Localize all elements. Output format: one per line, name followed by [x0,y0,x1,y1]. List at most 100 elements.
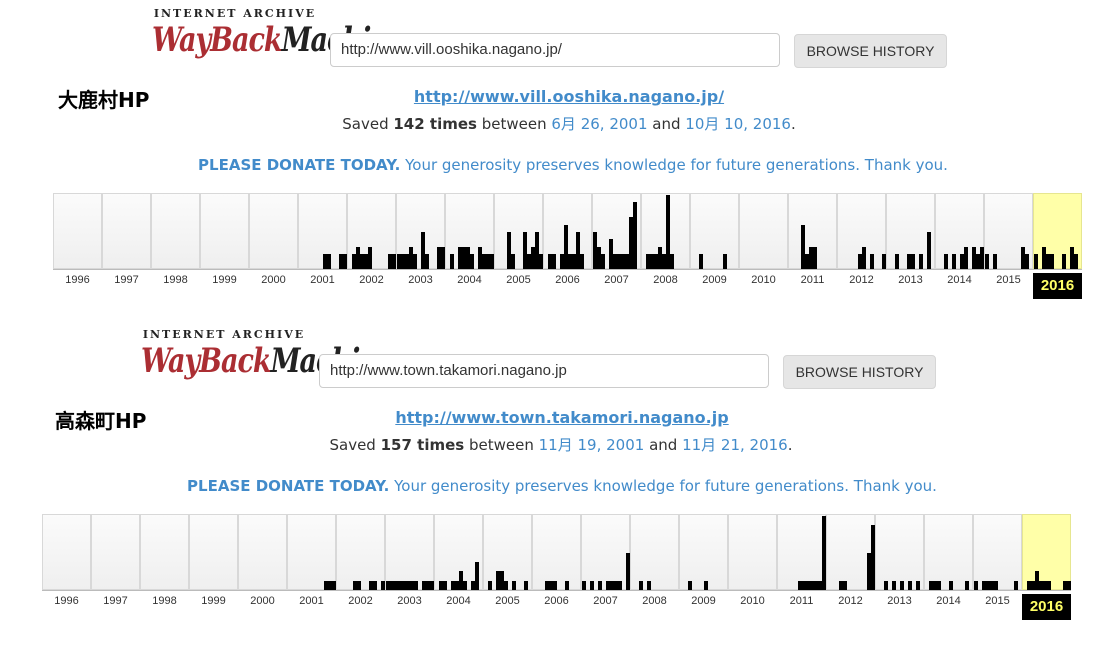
capture-bar-2003-2[interactable] [390,581,394,590]
year-label-2001[interactable]: 2001 [299,595,324,607]
capture-bar-2003-10[interactable] [422,581,426,590]
capture-bar-2015-6[interactable] [994,581,998,590]
capture-bar-2001-11[interactable] [328,581,332,590]
capture-bar-2015-3[interactable] [982,581,986,590]
capture-bar-2007-5[interactable] [609,239,613,269]
capture-bar-2014-7[interactable] [949,581,953,590]
capture-bar-2016-3[interactable] [1042,247,1046,269]
capture-bar-2003-12[interactable] [430,581,434,590]
capture-bar-2011-11[interactable] [818,581,822,590]
capture-bar-2014-11[interactable] [965,581,969,590]
year-cell-2015[interactable] [973,514,1022,590]
capture-bar-2004-11[interactable] [486,254,490,269]
capture-bar-2005-11[interactable] [524,581,528,590]
year-label-2007[interactable]: 2007 [593,595,618,607]
capture-bar-2003-1[interactable] [386,581,390,590]
capture-bar-2016-5[interactable] [1039,581,1043,590]
year-cell-1996[interactable] [42,514,91,590]
capture-bar-2009-9[interactable] [723,254,727,269]
year-label-2013[interactable]: 2013 [898,274,923,286]
capture-bar-2013-11[interactable] [916,581,920,590]
year-label-2006[interactable]: 2006 [544,595,569,607]
year-cell-1996[interactable] [53,193,102,269]
capture-bar-2011-8[interactable] [806,581,810,590]
capture-bar-2015-1[interactable] [985,254,989,269]
capture-bar-2011-7[interactable] [813,247,817,269]
year-label-2016[interactable]: 2016 [1022,594,1071,620]
capture-bar-2003-8[interactable] [414,581,418,590]
capture-bar-2015-11[interactable] [1025,254,1029,269]
donate-message[interactable]: PLEASE DONATE TODAY. Your generosity pre… [20,156,1106,174]
capture-bar-2011-5[interactable] [805,254,809,269]
year-label-2015[interactable]: 2015 [996,274,1021,286]
capture-bar-2006-10[interactable] [580,254,584,269]
capture-bar-2016-2[interactable] [1027,581,1031,590]
capture-bar-2003-2[interactable] [401,254,405,269]
capture-bar-2004-7[interactable] [470,254,474,269]
capture-bar-2005-10[interactable] [531,247,535,269]
capture-bar-2004-2[interactable] [439,581,443,590]
year-label-1998[interactable]: 1998 [163,274,188,286]
capture-bar-2002-11[interactable] [388,254,392,269]
capture-bar-2012-11[interactable] [867,553,871,590]
capture-bar-2008-3[interactable] [650,254,654,269]
capture-bar-2016-11[interactable] [1063,581,1067,590]
capture-bar-2011-7[interactable] [802,581,806,590]
year-label-1997[interactable]: 1997 [114,274,139,286]
capture-bar-2005-5[interactable] [500,571,504,590]
capture-bar-2016-8[interactable] [1062,254,1066,269]
capture-bar-2014-11[interactable] [976,254,980,269]
year-cell-1998[interactable] [151,193,200,269]
year-cell-2001[interactable] [298,193,347,269]
capture-bar-2003-4[interactable] [398,581,402,590]
capture-bar-2002-2[interactable] [352,254,356,269]
year-label-2010[interactable]: 2010 [751,274,776,286]
capture-bar-2002-12[interactable] [392,254,396,269]
capture-bar-2004-6[interactable] [466,247,470,269]
capture-bar-2005-8[interactable] [523,232,527,269]
year-label-2008[interactable]: 2008 [642,595,667,607]
capture-bar-2006-7[interactable] [568,254,572,269]
capture-bar-2013-7[interactable] [911,254,915,269]
year-label-2009[interactable]: 2009 [702,274,727,286]
capture-bar-2016-3[interactable] [1031,581,1035,590]
capture-bar-2014-10[interactable] [972,247,976,269]
url-input[interactable]: http://www.town.takamori.nagano.jp [319,354,769,388]
capture-bar-2011-4[interactable] [801,225,805,269]
year-label-2014[interactable]: 2014 [947,274,972,286]
capture-bar-2005-11[interactable] [535,232,539,269]
year-label-2012[interactable]: 2012 [849,274,874,286]
year-cell-2000[interactable] [238,514,287,590]
capture-bar-2007-8[interactable] [610,581,614,590]
year-cell-1999[interactable] [189,514,238,590]
capture-bar-2004-6[interactable] [455,581,459,590]
capture-bar-2006-8[interactable] [572,254,576,269]
year-label-2000[interactable]: 2000 [261,274,286,286]
capture-bar-2001-10[interactable] [324,581,328,590]
year-cell-1998[interactable] [140,514,189,590]
capture-bar-2007-10[interactable] [629,217,633,269]
capture-bar-2008-6[interactable] [662,254,666,269]
capture-bar-2009-3[interactable] [699,254,703,269]
year-cell-1997[interactable] [91,514,140,590]
capture-timeline[interactable]: 1996 1997 1998 1999 2000 2001 2002 2003 2004 2005… [53,193,1082,299]
capture-bar-2008-4[interactable] [654,254,658,269]
capture-bar-2014-2[interactable] [929,581,933,590]
capture-bar-2005-12[interactable] [539,254,543,269]
capture-bar-2007-2[interactable] [597,247,601,269]
capture-bar-2016-4[interactable] [1035,571,1039,590]
url-input[interactable]: http://www.vill.ooshika.nagano.jp/ [330,33,780,67]
first-capture-link[interactable]: 6月 26, 2001 [551,115,648,133]
capture-bar-2015-5[interactable] [990,581,994,590]
capture-bar-2012-12[interactable] [882,254,886,269]
year-label-2014[interactable]: 2014 [936,595,961,607]
capture-bar-2011-10[interactable] [814,581,818,590]
capture-bar-2003-6[interactable] [406,581,410,590]
year-label-2015[interactable]: 2015 [985,595,1010,607]
capture-bar-2007-5[interactable] [598,581,602,590]
year-label-2002[interactable]: 2002 [348,595,373,607]
capture-bar-2004-2[interactable] [450,254,454,269]
capture-bar-2006-5[interactable] [560,254,564,269]
capture-bar-2006-6[interactable] [564,225,568,269]
capture-bar-2002-4[interactable] [360,254,364,269]
